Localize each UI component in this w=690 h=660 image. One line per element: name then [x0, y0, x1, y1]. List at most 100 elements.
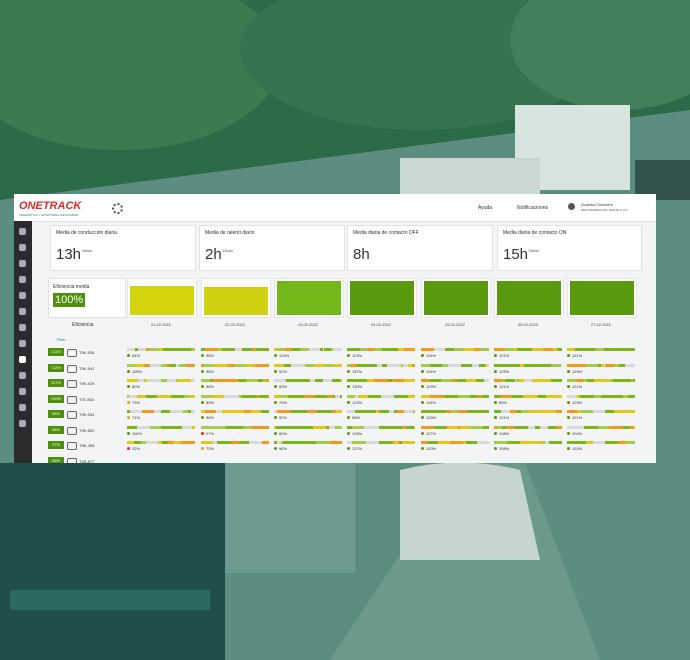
nav-icon[interactable]	[19, 244, 26, 251]
help-link[interactable]: Ayuda	[478, 205, 493, 211]
timeline-segment	[314, 363, 326, 367]
timeline-segment	[523, 363, 537, 367]
timeline-segment	[144, 363, 151, 367]
nav-icon[interactable]	[19, 308, 26, 315]
day-percent: 120%	[426, 446, 437, 451]
efficiency-value: 100%	[53, 293, 86, 307]
timeline-segment	[127, 348, 135, 351]
timeline-segment	[613, 363, 619, 367]
nav-icon[interactable]	[19, 292, 26, 299]
day-date: 24.02.2022	[370, 322, 392, 327]
timeline-segment	[581, 410, 584, 413]
timeline-segment	[441, 379, 452, 382]
day-percent: 92%	[279, 368, 288, 374]
activity-timeline	[567, 379, 635, 382]
nav-icon[interactable]	[19, 372, 26, 379]
nav-icon[interactable]	[19, 404, 26, 411]
activity-timeline	[127, 425, 195, 429]
timeline-segment	[304, 363, 315, 367]
nav-icon[interactable]	[19, 340, 26, 347]
timeline-segment	[334, 394, 340, 398]
day-percent: 121%	[572, 415, 583, 420]
activity-timeline	[274, 425, 342, 429]
timeline-segment	[183, 394, 190, 398]
notifications-link[interactable]: Notificaciones	[517, 205, 549, 211]
timeline-segment	[567, 410, 578, 413]
settings-icon[interactable]	[112, 203, 123, 214]
status-dot	[127, 354, 130, 357]
timeline-segment	[634, 394, 635, 398]
nav-icon[interactable]	[19, 420, 26, 427]
status-dot	[201, 416, 204, 419]
timeline-segment	[427, 441, 439, 444]
timeline-segment	[381, 394, 394, 398]
back-link[interactable]: Perú	[57, 337, 66, 342]
timeline-segment	[407, 394, 415, 398]
activity-timeline	[201, 348, 269, 351]
logo: ONETRACK	[19, 200, 82, 212]
nav-icon[interactable]	[19, 260, 26, 267]
timeline-segment	[458, 394, 470, 398]
timeline-segment	[374, 348, 383, 351]
timeline-segment	[323, 348, 331, 351]
timeline-segment	[603, 348, 609, 351]
timeline-segment	[147, 379, 161, 382]
timeline-segment	[138, 379, 144, 382]
timeline-segment	[127, 379, 139, 382]
timeline-segment	[169, 425, 182, 429]
nav-icon[interactable]	[19, 276, 26, 283]
timeline-segment	[421, 363, 431, 367]
timeline-segment	[347, 425, 353, 429]
timeline-segment	[478, 363, 485, 367]
plate: T9K-929	[79, 381, 95, 386]
timeline-segment	[178, 363, 186, 367]
plate: T9K-405	[79, 443, 95, 448]
timeline-segment	[332, 410, 336, 413]
timeline-segment	[451, 379, 457, 382]
timeline-segment	[517, 410, 522, 413]
timeline-segment	[248, 394, 257, 398]
activity-timeline	[347, 425, 415, 429]
user-name[interactable]: Gustavo Guerrero	[581, 202, 614, 207]
day-date: 21.02.2022	[150, 322, 172, 327]
timeline-segment	[374, 379, 388, 382]
timeline-segment	[201, 348, 206, 351]
status-dot	[127, 400, 130, 404]
timeline-segment	[509, 410, 518, 413]
timeline-segment	[494, 348, 498, 351]
timeline-segment	[315, 441, 330, 444]
day-percent: 119%	[426, 353, 436, 358]
nav-icon[interactable]	[19, 388, 26, 395]
timeline-segment	[513, 363, 521, 367]
timeline-segment	[389, 410, 394, 413]
nav-icon[interactable]	[19, 228, 26, 235]
kpi-label: Media de ralentí diario	[205, 230, 255, 236]
timeline-segment	[354, 410, 365, 413]
activity-timeline	[494, 379, 562, 382]
timeline-segment	[464, 363, 472, 367]
status-dot	[127, 369, 130, 373]
timeline-segment	[182, 425, 193, 429]
timeline-segment	[470, 425, 484, 429]
timeline-segment	[136, 394, 139, 398]
day-percent: 96%	[206, 415, 215, 420]
timeline-segment	[401, 425, 407, 429]
activity-timeline	[421, 379, 489, 382]
timeline-segment	[221, 348, 236, 351]
timeline-segment	[393, 410, 398, 413]
day-percent: 96%	[279, 446, 288, 451]
timeline-segment	[398, 348, 404, 351]
day-percent: 126%	[352, 430, 363, 436]
timeline-segment	[160, 363, 167, 367]
activity-timeline	[494, 363, 562, 367]
timeline-segment	[127, 410, 130, 413]
timeline-segment	[494, 379, 503, 382]
timeline-segment	[442, 363, 449, 367]
nav-icon[interactable]	[19, 324, 26, 331]
timeline-segment	[190, 348, 195, 351]
timeline-segment	[143, 379, 148, 382]
timeline-segment	[555, 425, 562, 429]
status-dot	[274, 431, 277, 435]
activity-timeline	[347, 379, 415, 382]
nav-icon[interactable]	[19, 356, 26, 363]
